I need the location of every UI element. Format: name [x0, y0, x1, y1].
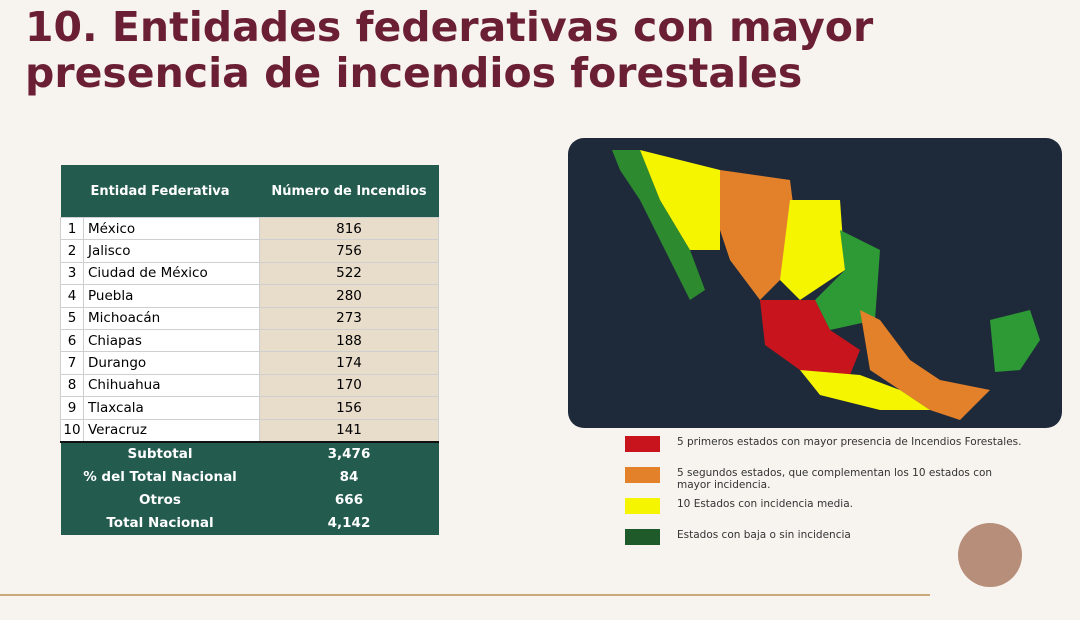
state: Ciudad de México [83, 261, 260, 286]
summary-row: Otros 666 [60, 488, 439, 512]
rank: 3 [60, 261, 84, 286]
summary-value: 84 [259, 465, 439, 489]
table-row: 4 Puebla 280 [60, 284, 439, 308]
table-row: 9 Tlaxcala 156 [60, 396, 439, 420]
fire-count: 188 [259, 328, 439, 353]
rank: 6 [60, 328, 84, 353]
rank: 4 [60, 284, 84, 308]
legend-item: 5 primeros estados con mayor presencia d… [625, 436, 1025, 467]
state: Chihuahua [83, 373, 260, 398]
legend-swatch [625, 467, 660, 483]
table-row: 8 Chihuahua 170 [60, 373, 439, 398]
legend-swatch [625, 529, 660, 545]
legend-label: 10 Estados con incidencia media. [677, 498, 853, 510]
fire-count: 273 [259, 306, 439, 330]
summary-value: 3,476 [259, 440, 439, 466]
rank: 1 [60, 216, 84, 241]
table-row: 1 México 816 [60, 216, 439, 241]
state: Puebla [83, 284, 260, 308]
fire-count: 280 [259, 284, 439, 308]
legend-label: 5 primeros estados con mayor presencia d… [677, 436, 1022, 448]
fire-count: 756 [259, 239, 439, 263]
table-row: 6 Chiapas 188 [60, 328, 439, 353]
summary-label: % del Total Nacional [60, 465, 260, 489]
fire-count: 156 [259, 396, 439, 420]
state: Michoacán [83, 306, 260, 330]
legend-item: Estados con baja o sin incidencia [625, 529, 1025, 560]
table-row: 2 Jalisco 756 [60, 239, 439, 263]
fires-table: Entidad Federativa Número de Incendios 1 Mé… [60, 165, 439, 535]
summary-value: 4,142 [259, 511, 439, 535]
state: Jalisco [83, 239, 260, 263]
table-row: 7 Durango 174 [60, 351, 439, 375]
rank: 7 [60, 351, 84, 375]
legend-label: 5 segundos estados, que complementan los… [677, 467, 993, 491]
header-cell: Entidad Federativa [60, 165, 260, 218]
map-legend: 5 primeros estados con mayor presencia d… [625, 436, 1025, 560]
rank: 5 [60, 306, 84, 330]
legend-swatch [625, 436, 660, 452]
legend-label: Estados con baja o sin incidencia [677, 529, 851, 541]
summary-value: 666 [259, 488, 439, 512]
rank: 9 [60, 396, 84, 420]
fire-count: 174 [259, 351, 439, 375]
state: Durango [83, 351, 260, 375]
table-row: 5 Michoacán 273 [60, 306, 439, 330]
summary-row: Total Nacional 4,142 [60, 511, 439, 535]
fire-count: 816 [259, 216, 439, 241]
rank: 10 [60, 418, 84, 443]
table-row: 10 Veracruz 141 [60, 418, 439, 443]
state: Chiapas [83, 328, 260, 353]
summary-label: Otros [60, 488, 260, 512]
state: Tlaxcala [83, 396, 260, 420]
fire-count: 522 [259, 261, 439, 286]
fire-count: 141 [259, 418, 439, 443]
summary-row: % del Total Nacional 84 [60, 465, 439, 489]
state: Veracruz [83, 418, 260, 443]
header-cell: Número de Incendios [259, 165, 439, 218]
rank: 8 [60, 373, 84, 398]
header-row: Entidad Federativa Número de Incendios [60, 165, 439, 218]
legend-item: 10 Estados con incidencia media. [625, 498, 1025, 529]
fire-count: 170 [259, 373, 439, 398]
legend-swatch [625, 498, 660, 514]
summary-row: Subtotal 3,476 [60, 440, 439, 466]
summary-label: Total Nacional [60, 511, 260, 535]
legend-item: 5 segundos estados, que complementan los… [625, 467, 1025, 498]
summary-label: Subtotal [60, 440, 260, 466]
rank: 2 [60, 239, 84, 263]
state: México [83, 216, 260, 241]
table-row: 3 Ciudad de México 522 [60, 261, 439, 286]
title: 10. Entidades federativas con mayor pres… [25, 3, 874, 97]
